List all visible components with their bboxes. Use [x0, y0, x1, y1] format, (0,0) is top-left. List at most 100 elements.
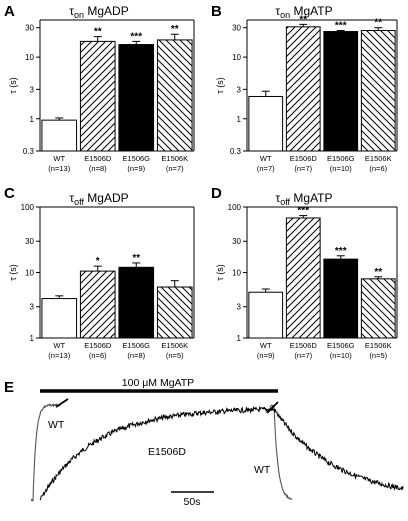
- bar-b-3: [323, 31, 359, 152]
- trace-label-wt-onset: WT: [48, 419, 65, 431]
- significance-d-3: ***: [335, 246, 347, 257]
- bar-d-1: [248, 291, 284, 339]
- significance-b-4: **: [374, 18, 382, 29]
- n-label-d-4: (n=5): [369, 351, 387, 360]
- category-label-c-2: E1506D: [84, 341, 112, 350]
- significance-b-2: **: [299, 14, 307, 25]
- bar-a-3: [118, 44, 155, 152]
- panel-title-b: τon MgATP: [275, 4, 332, 20]
- significance-a-4: **: [171, 24, 179, 35]
- y-tick-label-a: 1: [30, 115, 35, 124]
- significance-a-2: **: [94, 27, 102, 38]
- category-label-a-2: E1506D: [84, 154, 112, 163]
- y-axis-label-c: τ (s): [8, 264, 18, 281]
- category-label-b-2: E1506D: [290, 154, 318, 163]
- y-tick-label-a: 30: [25, 24, 34, 33]
- significance-d-2: ***: [297, 206, 309, 217]
- n-label-a-3: (n=9): [127, 164, 145, 173]
- category-label-a-3: E1506G: [122, 154, 150, 163]
- application-bar-label: 100 μM MgATP: [122, 377, 194, 389]
- y-tick-label-b: 30: [232, 24, 241, 33]
- y-tick-label-c: 3: [30, 303, 35, 312]
- fit-tick-offset: [266, 401, 279, 414]
- y-tick-label-b: 10: [232, 53, 241, 62]
- y-tick-label-b: 1: [237, 115, 242, 124]
- panel-label-a: A: [4, 3, 15, 20]
- category-label-d-3: E1506G: [327, 341, 355, 350]
- category-label-b-4: E1506K: [365, 154, 392, 163]
- n-label-b-3: (n=10): [330, 164, 352, 173]
- n-label-d-3: (n=10): [330, 351, 352, 360]
- n-label-c-3: (n=8): [127, 351, 145, 360]
- y-axis-label-b: τ (s): [215, 77, 225, 94]
- panel-label-c: C: [4, 185, 15, 202]
- bar-b-4: [360, 30, 396, 152]
- y-axis-label-d: τ (s): [215, 264, 225, 281]
- bar-a-1: [41, 119, 78, 152]
- bar-b-2: [285, 26, 321, 152]
- bar-a-2: [79, 40, 116, 152]
- y-tick-label-a: 3: [30, 85, 35, 94]
- fit-tick-onset: [55, 398, 69, 408]
- trace-label-e1506d: E1506D: [148, 446, 186, 458]
- y-tick-label-c: 100: [21, 203, 35, 212]
- bar-b-1: [248, 95, 284, 152]
- bar-c-4: [156, 286, 193, 339]
- n-label-d-2: (n=7): [294, 351, 312, 360]
- significance-c-3: **: [132, 253, 140, 264]
- panel-label-b: B: [211, 3, 222, 20]
- bar-d-2: [285, 217, 321, 339]
- trace-wt-onset: [30, 402, 60, 503]
- category-label-c-4: E1506K: [161, 341, 188, 350]
- y-tick-label-b: 0.3: [230, 147, 242, 156]
- significance-b-3: ***: [335, 21, 347, 32]
- n-label-a-1: (n=13): [48, 164, 70, 173]
- y-tick-label-c: 10: [25, 269, 34, 278]
- bar-c-2: [79, 270, 116, 339]
- y-tick-label-d: 1: [237, 334, 242, 343]
- n-label-b-2: (n=7): [294, 164, 312, 173]
- n-label-a-2: (n=8): [89, 164, 107, 173]
- category-label-b-3: E1506G: [327, 154, 355, 163]
- n-label-c-4: (n=5): [166, 351, 184, 360]
- trace-e1506d: [39, 405, 404, 501]
- y-tick-label-d: 100: [228, 203, 242, 212]
- significance-a-3: ***: [130, 31, 142, 42]
- panel-title-c: τoff MgADP: [69, 191, 128, 207]
- time-scale-label: 50s: [184, 496, 201, 508]
- category-label-c-1: WT: [53, 341, 65, 350]
- n-label-d-1: (n=9): [257, 351, 275, 360]
- y-tick-label-c: 30: [25, 237, 34, 246]
- category-label-a-1: WT: [53, 154, 65, 163]
- bar-d-3: [323, 258, 359, 339]
- category-label-c-3: E1506G: [122, 341, 150, 350]
- n-label-c-1: (n=13): [48, 351, 70, 360]
- panel-title-a: τon MgADP: [69, 4, 128, 20]
- significance-d-4: **: [374, 267, 382, 278]
- bar-c-1: [41, 298, 78, 339]
- bar-d-4: [360, 278, 396, 339]
- n-label-b-1: (n=7): [257, 164, 275, 173]
- panel-e: E 100 μM MgATP WT E1506D WT 50s: [4, 377, 404, 508]
- y-tick-label-c: 1: [30, 334, 35, 343]
- y-axis-label-a: τ (s): [8, 77, 18, 94]
- n-label-a-4: (n=7): [166, 164, 184, 173]
- category-label-a-4: E1506K: [161, 154, 188, 163]
- y-tick-label-d: 10: [232, 269, 241, 278]
- category-label-d-1: WT: [260, 341, 272, 350]
- panel-label-e: E: [4, 379, 14, 396]
- category-label-d-2: E1506D: [290, 341, 318, 350]
- y-tick-label-d: 3: [237, 303, 242, 312]
- category-label-b-1: WT: [260, 154, 272, 163]
- bar-c-3: [118, 266, 155, 339]
- significance-c-2: *: [96, 256, 100, 267]
- y-tick-label-d: 30: [232, 237, 241, 246]
- n-label-b-4: (n=6): [369, 164, 387, 173]
- y-tick-label-b: 3: [237, 85, 242, 94]
- panel-title-d: τoff MgATP: [275, 191, 332, 207]
- y-tick-label-a: 0.3: [23, 147, 35, 156]
